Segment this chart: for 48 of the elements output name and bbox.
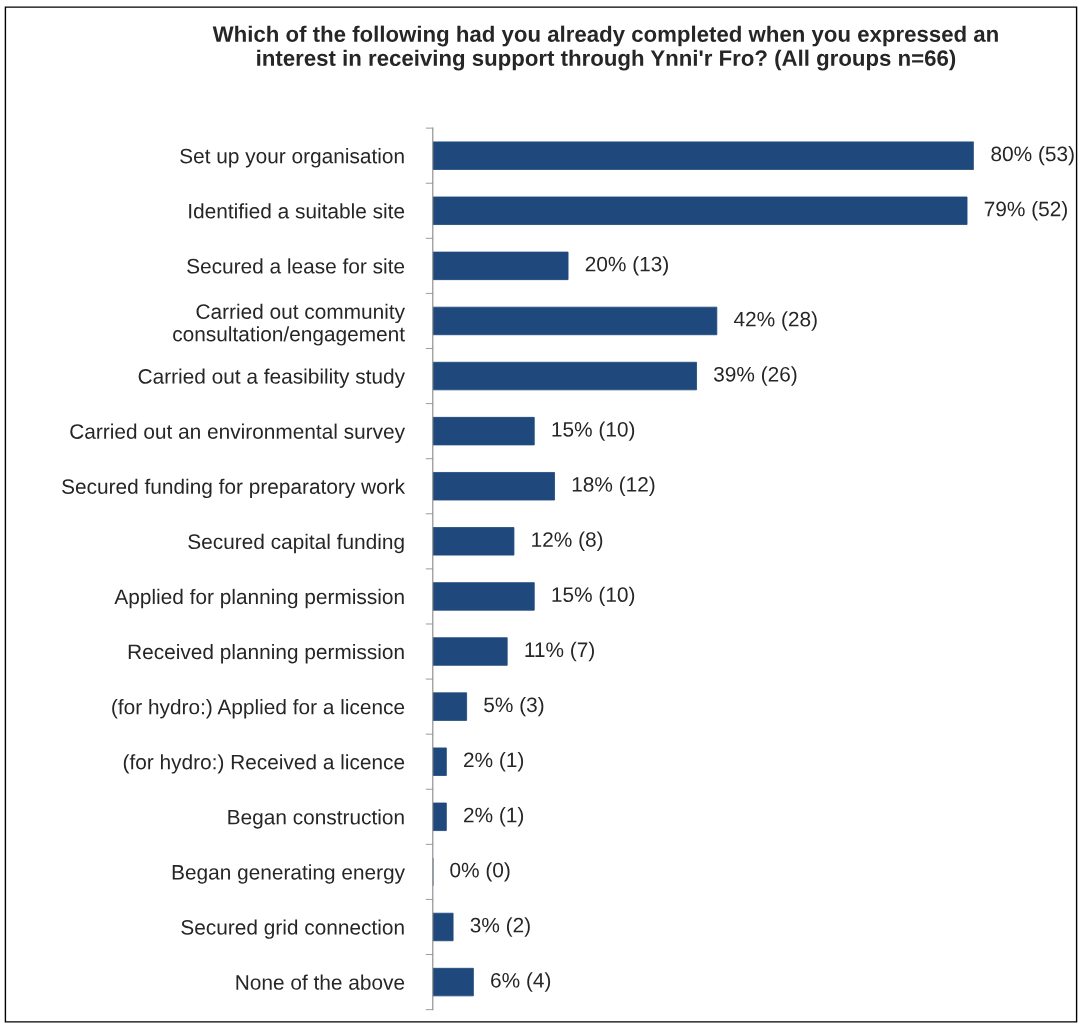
bar [432, 361, 697, 391]
data-label: 15% (10) [552, 421, 635, 441]
y-tick-label: Set up your organisation [180, 148, 404, 168]
y-tick-label: Secured funding for preparatory work [62, 478, 406, 499]
data-label: 20% (13) [585, 256, 668, 276]
data-label: 39% (26) [714, 366, 797, 386]
bar [432, 416, 535, 446]
bar [432, 582, 535, 611]
bar [432, 802, 447, 831]
data-label: 15% (10) [552, 586, 635, 607]
bar [432, 692, 468, 721]
data-label: 42% (28) [733, 311, 817, 331]
data-label: 2% (1) [464, 807, 524, 827]
data-label: 2% (1) [464, 751, 524, 772]
y-tick-label: Secured a lease for site [187, 258, 405, 274]
data-label: 11% (7) [525, 641, 594, 662]
y-tick-label: Carried out a feasibility study [138, 368, 405, 388]
bar [432, 141, 974, 170]
data-label: 12% (8) [532, 531, 603, 552]
data-label: 3% (2) [470, 917, 530, 937]
data-label: 6% (4) [491, 972, 551, 992]
bar [432, 967, 474, 997]
y-tick-label: Secured capital funding [188, 533, 404, 554]
data-label: 18% (12) [572, 476, 655, 496]
data-label: 79% (52) [984, 201, 1067, 221]
data-label: 0% (0) [450, 862, 510, 882]
y-tick-label: None of the above [236, 974, 405, 990]
data-label: 80% (53) [991, 145, 1074, 166]
data-label: 5% (3) [484, 696, 544, 717]
chart-title: Which of the following had you already completed when you expressed an interest in receiving support through Ynni'r Fro? (All groups n=66) [212, 25, 998, 71]
y-tick-label: (for hydro:) Applied for a licence [112, 699, 405, 719]
bar [432, 747, 447, 776]
y-tick-label: Received planning permission [128, 643, 404, 664]
y-tick-label: (for hydro:) Received a licence [123, 754, 405, 774]
bar [432, 251, 569, 281]
y-tick-label: Carried out community consultation/engagement [173, 303, 405, 346]
bar [432, 637, 508, 666]
bar [432, 196, 968, 225]
y-tick-label: Secured grid connection [181, 919, 404, 939]
y-tick-label: Identified a suitable site [189, 203, 405, 219]
bar [432, 306, 718, 336]
y-tick-label: Began construction [228, 809, 404, 829]
bar [432, 527, 515, 556]
bar [432, 472, 555, 501]
y-tick-label: Began generating energy [172, 864, 405, 884]
y-tick-label: Carried out an environmental survey [70, 423, 406, 444]
bar [432, 912, 454, 942]
y-tick-label: Applied for planning permission [114, 588, 404, 609]
